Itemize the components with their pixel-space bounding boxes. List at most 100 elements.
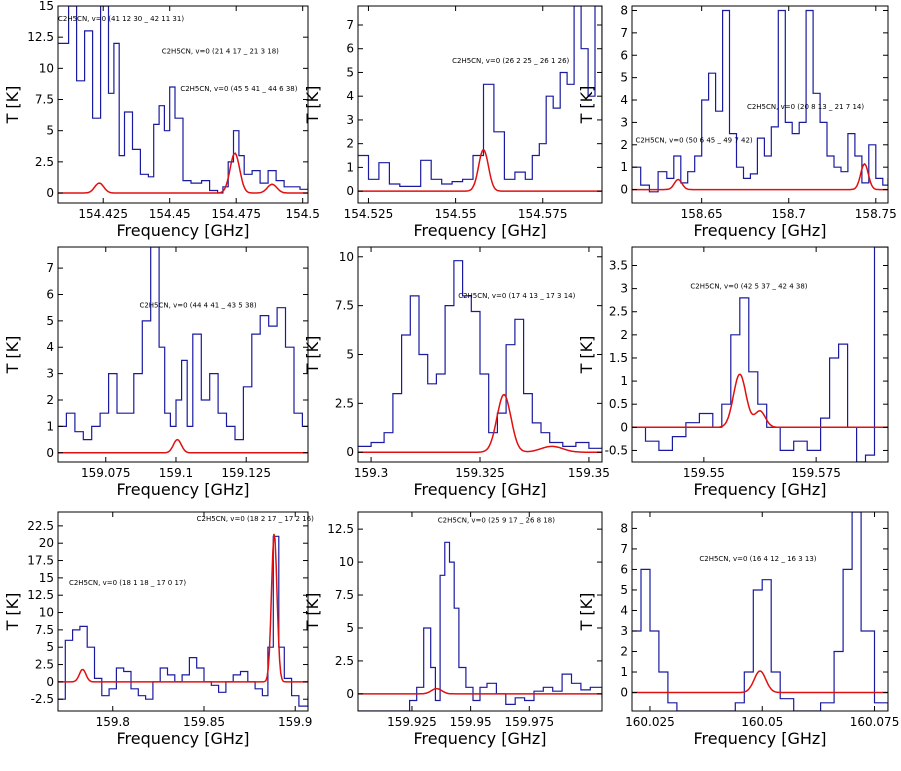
y-tick-label: 5 <box>46 640 54 654</box>
plot-frame <box>57 511 309 712</box>
y-tick-label: 5 <box>46 314 54 328</box>
x-tick-label: 159.55 <box>683 466 725 480</box>
y-tick-label: 8 <box>620 3 628 17</box>
spectrum-panel-3: 158.65 158.7 158.75 0 1 2 3 4 5 6 7 8 Frequency [GHz… <box>577 3 897 240</box>
y-tick-label: 0 <box>46 675 54 689</box>
line-annotation: C2H5CN, v=0 (25 9 17 _ 26 8 18) <box>438 517 555 525</box>
x-tick-label: 159.35 <box>568 466 610 480</box>
observed-spectrum-line <box>358 6 602 187</box>
x-tick-label: 159.075 <box>81 466 131 480</box>
x-axis-label: Frequency [GHz] <box>413 480 546 499</box>
y-tick-label: 0 <box>620 420 628 434</box>
y-tick-label: 2 <box>620 328 628 342</box>
spectrum-panel-7: 159.8 159.85 159.9 -2.5 0 2.5 5 7.5 10 12.5 15 17.5… <box>3 511 314 748</box>
x-tick-label: 159.3 <box>354 466 388 480</box>
y-tick-label: 4 <box>620 603 628 617</box>
model-spectrum-line <box>58 152 308 194</box>
y-tick-label: 2 <box>346 137 354 151</box>
y-tick-label: 5 <box>46 124 54 138</box>
y-tick-label: 2.5 <box>35 155 54 169</box>
y-tick-label: 0 <box>46 446 54 460</box>
line-annotation: C2H5CN, v=0 (45 5 41 _ 44 6 38) <box>180 85 297 93</box>
y-tick-label: 7.5 <box>35 623 54 637</box>
y-tick-label: 2 <box>620 645 628 659</box>
y-tick-label: 2 <box>620 138 628 152</box>
y-axis-label: T [K] <box>3 593 22 632</box>
x-tick-label: 158.65 <box>681 207 723 221</box>
y-tick-label: 4 <box>620 93 628 107</box>
model-spectrum-line <box>358 148 602 192</box>
model-spectrum-line <box>58 533 308 683</box>
plot-frame <box>631 511 889 712</box>
line-annotation: C2H5CN, v=0 (21 4 17 _ 21 3 18) <box>162 47 279 55</box>
y-axis-label: T [K] <box>577 86 596 125</box>
x-tick-label: 159.1 <box>159 466 193 480</box>
y-tick-label: 3 <box>620 624 628 638</box>
y-axis-label: T [K] <box>577 336 596 375</box>
x-axis-label: Frequency [GHz] <box>693 729 826 748</box>
y-tick-label: 10 <box>339 555 354 569</box>
observed-spectrum-line <box>358 260 602 449</box>
plot-frame <box>357 511 603 712</box>
observed-spectrum-line <box>358 541 602 711</box>
x-tick-label: 160.025 <box>625 715 675 729</box>
y-axis-label: T [K] <box>303 86 322 125</box>
y-tick-label: 17.5 <box>27 554 54 568</box>
x-tick-label: 154.55 <box>435 207 477 221</box>
y-tick-label: 1 <box>46 419 54 433</box>
y-tick-label: 3 <box>620 282 628 296</box>
model-spectrum-line <box>632 162 888 191</box>
y-tick-label: 6 <box>620 48 628 62</box>
y-tick-label: 1.5 <box>609 351 628 365</box>
y-tick-label: 2.5 <box>609 305 628 319</box>
x-tick-label: 158.75 <box>855 207 897 221</box>
y-tick-label: 3 <box>46 367 54 381</box>
x-tick-label: 159.95 <box>450 715 492 729</box>
plot-frame <box>57 246 309 463</box>
x-tick-label: 159.325 <box>455 466 505 480</box>
x-tick-label: 154.425 <box>78 207 128 221</box>
y-tick-label: 22.5 <box>27 519 54 533</box>
y-tick-label: 2.5 <box>335 396 354 410</box>
y-tick-label: 5 <box>620 583 628 597</box>
y-tick-label: 2 <box>46 393 54 407</box>
model-spectrum-line <box>358 687 602 695</box>
y-tick-label: 6 <box>620 562 628 576</box>
observed-spectrum-line <box>632 512 888 711</box>
line-annotation: C2H5CN, v=0 (18 1 18 _ 17 0 17) <box>69 579 186 587</box>
observed-spectrum-line <box>58 6 308 194</box>
x-tick-label: 159.9 <box>278 715 312 729</box>
x-tick-label: 154.475 <box>211 207 261 221</box>
y-axis-label: T [K] <box>303 336 322 375</box>
y-tick-label: 1 <box>620 374 628 388</box>
line-annotation: C2H5CN, v=0 (18 2 17 _ 17 2 16) <box>197 515 314 523</box>
line-annotation: C2H5CN, v=0 (50 6 45 _ 49 7 42) <box>635 137 752 145</box>
x-tick-label: 160.075 <box>850 715 900 729</box>
y-tick-label: 12.5 <box>327 522 354 536</box>
y-tick-label: 2.5 <box>335 654 354 668</box>
y-tick-label: 5 <box>346 65 354 79</box>
x-tick-label: 159.8 <box>96 715 130 729</box>
y-tick-label: 4 <box>346 89 354 103</box>
y-tick-label: 0 <box>620 183 628 197</box>
y-tick-label: 7 <box>620 26 628 40</box>
y-tick-label: 3 <box>620 115 628 129</box>
y-tick-label: 3 <box>346 113 354 127</box>
plot-frame <box>357 5 603 204</box>
y-tick-label: 6 <box>46 287 54 301</box>
spectrum-panel-5: 159.3 159.325 159.35 0 2.5 5 7.5 10 Frequency [G… <box>303 246 610 499</box>
model-spectrum-line <box>58 438 308 454</box>
y-tick-label: 15 <box>39 571 54 585</box>
y-tick-label: 7 <box>620 542 628 556</box>
x-tick-label: 159.575 <box>791 466 841 480</box>
y-tick-label: 7.5 <box>35 93 54 107</box>
spectrum-panel-9: 160.025 160.05 160.075 0 1 2 3 4 5 6 7 8 Frequency [… <box>577 511 900 748</box>
y-tick-label: 5 <box>620 71 628 85</box>
y-tick-label: 1 <box>346 160 354 174</box>
y-tick-label: 7 <box>346 18 354 32</box>
y-axis-label: T [K] <box>3 336 22 375</box>
y-tick-label: 0.5 <box>609 397 628 411</box>
y-tick-label: 5 <box>346 348 354 362</box>
y-tick-label: 4 <box>46 340 54 354</box>
